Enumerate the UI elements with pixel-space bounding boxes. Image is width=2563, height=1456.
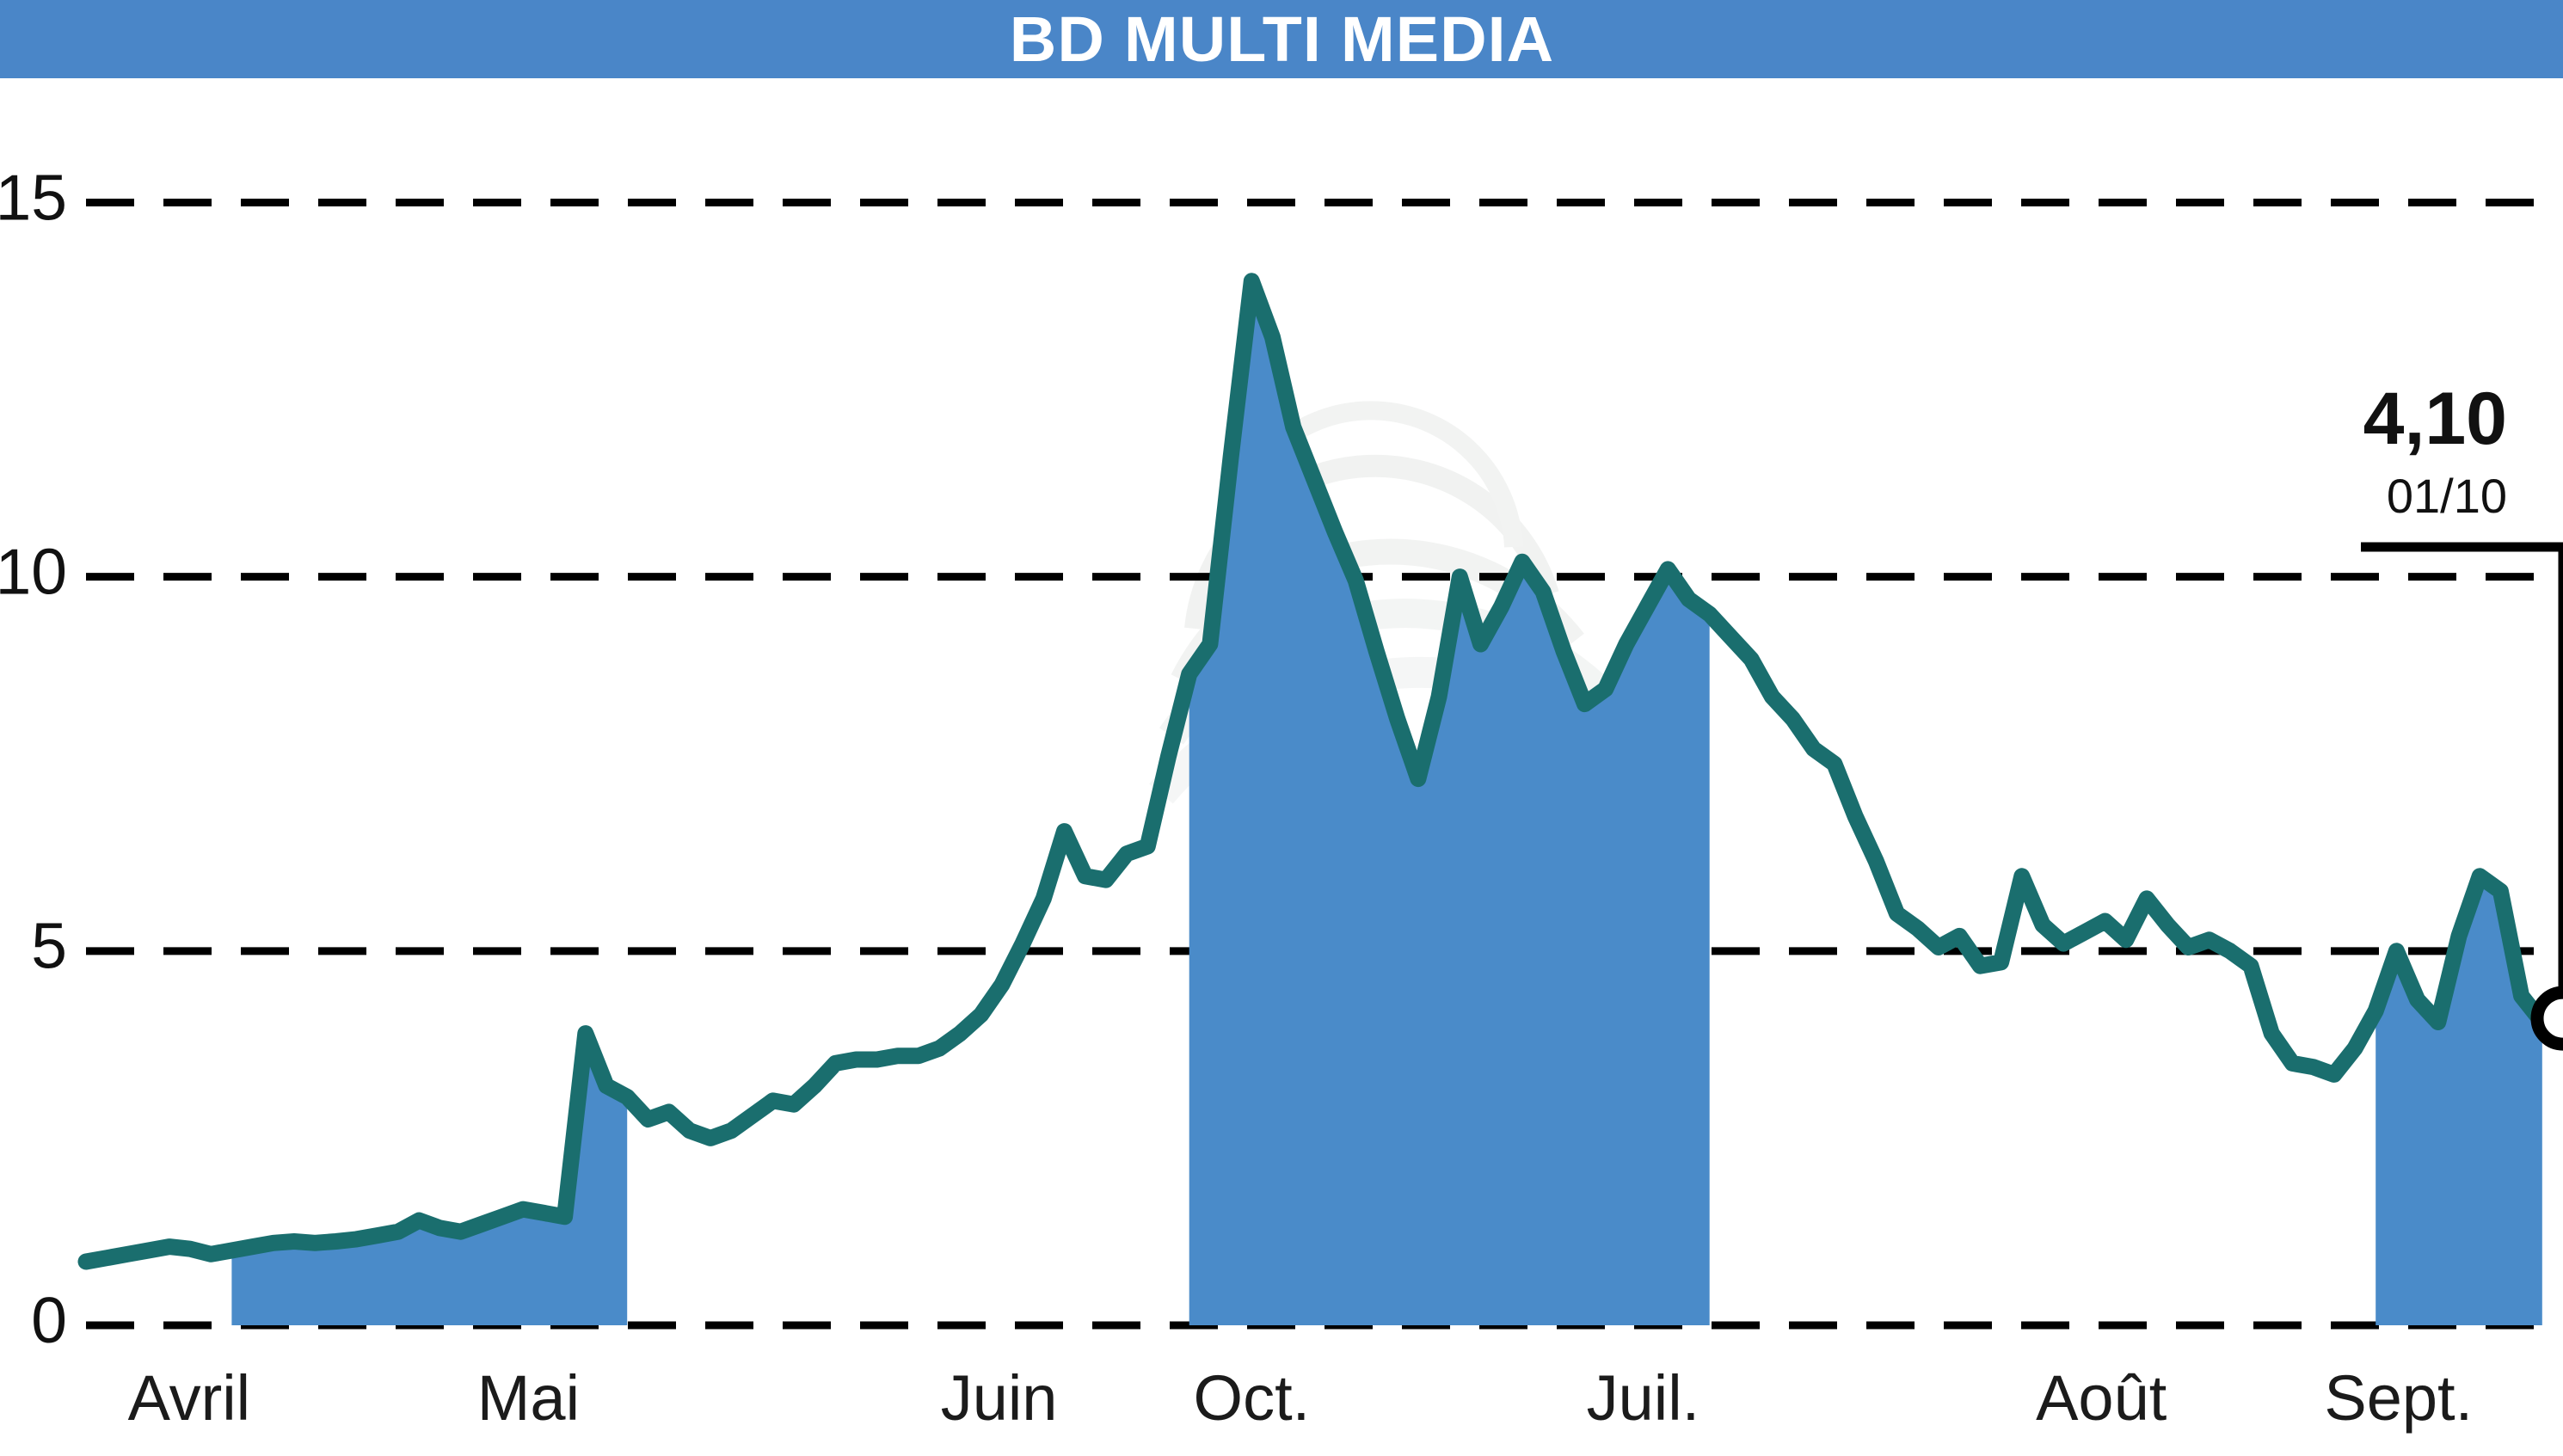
last-price-date: 01/10 (2387, 469, 2507, 523)
area-fill-band (1189, 280, 1710, 1325)
x-axis-tick-label: Oct. (1194, 1362, 1311, 1434)
annotation-leader-line (2361, 542, 2563, 993)
x-axis-tick-label: Sept. (2324, 1362, 2473, 1434)
x-axis-tick-label: Mai (477, 1362, 580, 1434)
chart-header-bar: BD MULTI MEDIA (0, 0, 2563, 78)
leader-line (2361, 542, 2563, 993)
x-axis-labels: Avril Mai Juin Oct. Juil. Août Sept. (128, 1362, 2474, 1434)
area-fill-band (2376, 875, 2542, 1325)
y-axis-tick-label: 0 (31, 1284, 67, 1356)
x-axis-tick-label: Avril (128, 1362, 251, 1434)
page-title: BD MULTI MEDIA (1009, 3, 1554, 75)
last-point-marker[interactable] (2530, 986, 2563, 1051)
area-fill-bands (231, 280, 2542, 1325)
x-axis-tick-label: Août (2036, 1362, 2167, 1434)
area-fill-band (231, 1033, 628, 1325)
y-axis-tick-label: 5 (31, 910, 67, 982)
y-axis-tick-label: 15 (0, 161, 67, 233)
x-axis-tick-label: Juin (941, 1362, 1058, 1434)
last-price-value: 4,10 (2363, 378, 2507, 460)
x-axis-tick-label: Juil. (1587, 1362, 1700, 1434)
price-line (77, 273, 2563, 1270)
y-axis-tick-label: 10 (0, 535, 67, 607)
y-axis-labels: 0 5 10 15 (0, 161, 67, 1356)
chart-plot-area: 0 5 10 15 Avril Mai Juin Oct. Juil. Août Sept. 4,… (0, 78, 2563, 1456)
price-area-chart: 0 5 10 15 Avril Mai Juin Oct. Juil. Août Sept. 4,… (0, 161, 2563, 1434)
